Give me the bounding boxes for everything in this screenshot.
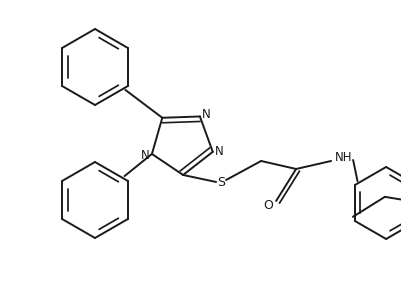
Text: O: O <box>263 199 272 212</box>
Text: NH: NH <box>334 151 352 165</box>
Text: N: N <box>140 150 149 163</box>
Text: S: S <box>217 176 225 189</box>
Text: N: N <box>214 145 223 158</box>
Text: N: N <box>201 108 210 121</box>
